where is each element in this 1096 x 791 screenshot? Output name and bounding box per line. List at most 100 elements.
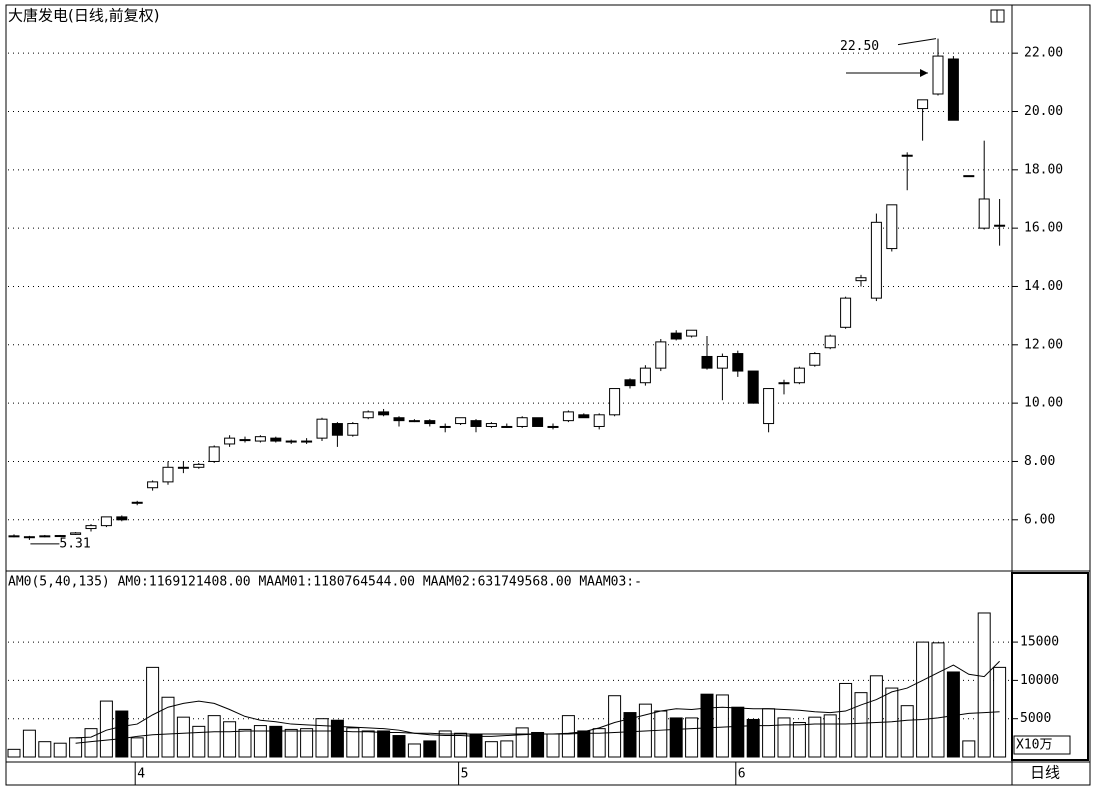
moving-average-line (75, 711, 1000, 744)
volume-bar (792, 722, 806, 758)
candle-body (870, 221, 882, 299)
candle-body (193, 463, 205, 468)
volume-bar (484, 741, 498, 758)
y-tick-label: 10.00 (1024, 396, 1063, 411)
volume-bar (330, 719, 344, 758)
volume-bar (500, 740, 514, 758)
volume-bar (577, 730, 591, 758)
candle-body (516, 417, 528, 427)
y-tick-label: 5000 (1020, 711, 1051, 726)
volume-bar (454, 732, 468, 758)
candle-body (886, 204, 898, 250)
candle-body (224, 437, 236, 445)
volume-bar (392, 735, 406, 758)
volume-bar (531, 731, 545, 758)
volume-bar (839, 682, 853, 758)
candle-body (362, 411, 374, 419)
indicator-header: AM0(5,40,135) AM0:1169121408.00 MAAM01:1… (8, 575, 642, 590)
volume-bar (161, 696, 175, 758)
candle-body (239, 439, 251, 442)
candle-body (732, 353, 744, 372)
volume-bar (130, 737, 144, 758)
candle-body (994, 224, 1006, 227)
candle-body (639, 367, 651, 384)
x-tick-label: 4 (137, 767, 145, 782)
candle-body (301, 440, 313, 443)
volume-bar (746, 718, 760, 758)
candle-body (763, 388, 775, 425)
candle-body (39, 535, 51, 538)
volume-bar (69, 737, 83, 758)
volume-bar (808, 716, 822, 758)
candle-body (655, 341, 667, 369)
candle-body (439, 425, 451, 428)
candle-body (917, 99, 929, 110)
window-frame (5, 4, 1091, 786)
volume-bar (223, 721, 237, 758)
candle-body (316, 418, 328, 439)
volume-bar (608, 695, 622, 758)
y-tick-label: 18.00 (1024, 162, 1063, 177)
candle-body (947, 58, 959, 121)
y-tick-label: 6.00 (1024, 512, 1055, 527)
volume-bar (900, 705, 914, 758)
volume-bar (284, 728, 298, 758)
candle-body (686, 329, 698, 337)
candle-body (8, 535, 20, 538)
annotation-label: 22.50 (840, 39, 879, 54)
candle-body (54, 535, 66, 538)
candle-body (840, 297, 852, 328)
y-tick-label: 20.00 (1024, 104, 1063, 119)
candle-body (624, 379, 636, 387)
volume-bar (916, 641, 930, 758)
volume-bar (238, 728, 252, 758)
y-tick-label: 16.00 (1024, 221, 1063, 236)
candle-body (609, 388, 621, 416)
volume-bar (22, 729, 36, 758)
volume-bar (38, 741, 52, 758)
annotation-arrow (897, 38, 937, 46)
candle-body (578, 414, 590, 419)
period-label[interactable]: 日线 (1030, 764, 1060, 782)
candle-body (932, 55, 944, 95)
candle-body (147, 481, 159, 489)
x-tick-label: 5 (461, 767, 469, 782)
volume-bar (561, 715, 575, 758)
volume-bar (115, 710, 129, 758)
volume-bar (407, 743, 421, 758)
volume-bar (515, 727, 529, 758)
candle-body (901, 154, 913, 157)
volume-bar (685, 717, 699, 758)
candle-body (470, 420, 482, 427)
candle-body (501, 425, 513, 428)
volume-bar (977, 612, 991, 758)
volume-bar (777, 717, 791, 758)
candle-body (378, 411, 390, 416)
candle-body (747, 370, 759, 404)
volume-axis-box (1011, 572, 1089, 761)
y-tick-label: 14.00 (1024, 279, 1063, 294)
volume-bar (207, 715, 221, 758)
volume-bar (253, 725, 267, 758)
volume-bar (300, 728, 314, 758)
candle-body (778, 382, 790, 385)
volume-bar (715, 694, 729, 758)
volume-bar (315, 718, 329, 758)
volume-bar (731, 706, 745, 758)
volume-bar (7, 748, 21, 758)
candle-body (347, 423, 359, 436)
annotation-label: 5.31 (59, 536, 90, 551)
candle-body (270, 437, 282, 442)
volume-bar (623, 712, 637, 758)
candle-body (85, 525, 97, 530)
candle-body (100, 516, 112, 527)
volume-bar (885, 687, 899, 758)
candle-body (716, 355, 728, 369)
y-tick-label: 12.00 (1024, 337, 1063, 352)
volume-bar (946, 671, 960, 758)
candle-body (963, 175, 975, 178)
candle-body (162, 466, 174, 483)
candle-body (208, 446, 220, 462)
candle-body (855, 277, 867, 282)
volume-bar (84, 728, 98, 758)
